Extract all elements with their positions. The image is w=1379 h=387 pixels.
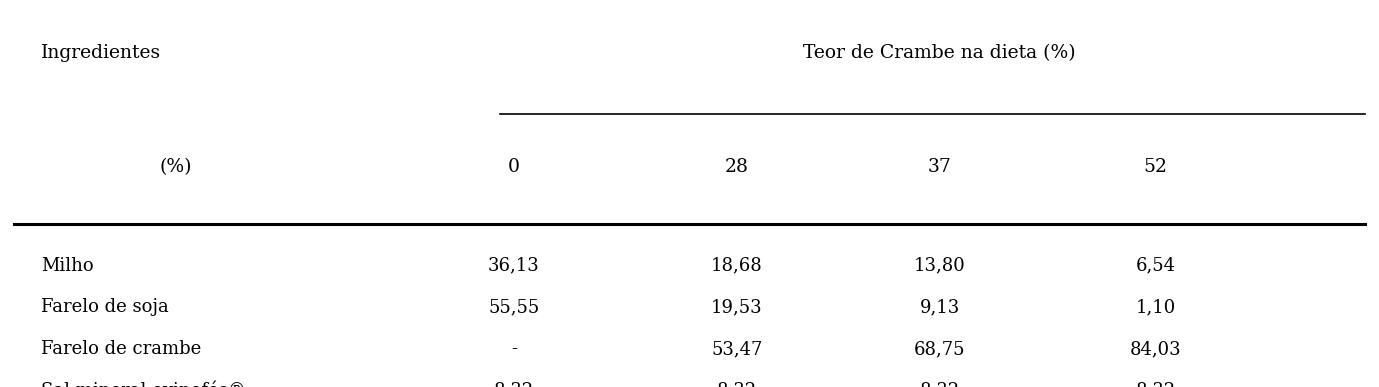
Text: Sal mineral ovinofós®: Sal mineral ovinofós® <box>41 382 245 387</box>
Text: 36,13: 36,13 <box>488 257 539 274</box>
Text: 53,47: 53,47 <box>712 340 763 358</box>
Text: 9,13: 9,13 <box>920 298 960 316</box>
Text: 19,53: 19,53 <box>712 298 763 316</box>
Text: Milho: Milho <box>41 257 94 274</box>
Text: Farelo de crambe: Farelo de crambe <box>41 340 201 358</box>
Text: 0: 0 <box>507 158 520 176</box>
Text: 37: 37 <box>928 158 952 176</box>
Text: 6,54: 6,54 <box>1136 257 1176 274</box>
Text: 18,68: 18,68 <box>712 257 763 274</box>
Text: Farelo de soja: Farelo de soja <box>41 298 168 316</box>
Text: Ingredientes: Ingredientes <box>41 44 161 62</box>
Text: 55,55: 55,55 <box>488 298 539 316</box>
Text: 8,32: 8,32 <box>494 382 534 387</box>
Text: 8,32: 8,32 <box>717 382 757 387</box>
Text: 1,10: 1,10 <box>1136 298 1176 316</box>
Text: 52: 52 <box>1143 158 1168 176</box>
Text: (%): (%) <box>160 158 192 176</box>
Text: 8,32: 8,32 <box>920 382 960 387</box>
Text: Teor de Crambe na dieta (%): Teor de Crambe na dieta (%) <box>803 44 1076 62</box>
Text: 68,75: 68,75 <box>914 340 965 358</box>
Text: 13,80: 13,80 <box>914 257 965 274</box>
Text: -: - <box>510 340 517 358</box>
Text: 8,32: 8,32 <box>1136 382 1176 387</box>
Text: 84,03: 84,03 <box>1129 340 1182 358</box>
Text: 28: 28 <box>725 158 749 176</box>
